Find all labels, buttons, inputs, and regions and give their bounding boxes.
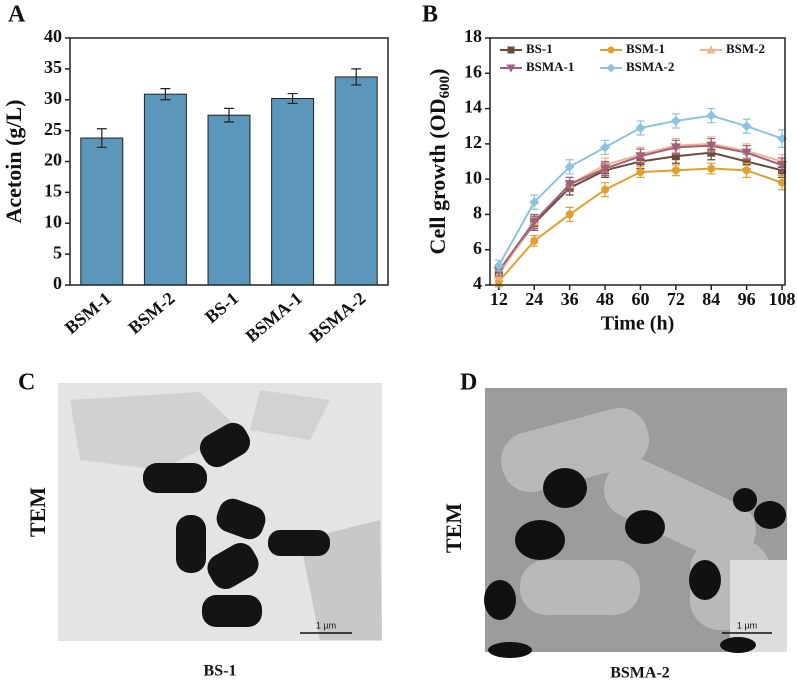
y-tick-label: 18	[464, 26, 482, 46]
error-bar	[160, 88, 171, 101]
series-line	[498, 167, 783, 283]
marker	[706, 110, 717, 121]
marker	[506, 64, 516, 73]
bar	[80, 137, 124, 286]
x-tick-label: BS-1	[201, 288, 242, 327]
tem-image-d	[484, 388, 787, 658]
plot-frame	[69, 37, 389, 286]
legend-label: BSM-1	[626, 41, 665, 56]
marker	[778, 178, 787, 187]
marker	[741, 121, 752, 132]
scale-bar-label: 1 µm	[316, 620, 336, 630]
y-tick-label: 30	[44, 88, 62, 108]
x-tick-label: 60	[631, 289, 649, 309]
y-tick-label: 40	[44, 26, 62, 46]
y-tick-label: 12	[464, 132, 482, 152]
caption: BSMA-2	[610, 665, 670, 682]
panel-label: C	[18, 370, 35, 396]
x-tick-label: 96	[738, 289, 756, 309]
marker	[601, 185, 610, 194]
y-tick-label: 8	[473, 203, 482, 223]
side-label: TEM	[25, 487, 50, 537]
marker	[565, 210, 574, 219]
marker	[530, 236, 539, 245]
marker	[635, 152, 646, 162]
marker	[741, 148, 752, 158]
y-tick-label: 10	[464, 167, 482, 187]
marker	[670, 143, 681, 153]
legend-label: BSMA-1	[526, 59, 574, 74]
y-tick-label: 6	[473, 238, 482, 258]
marker	[670, 115, 681, 126]
y-axis-title-part: )	[425, 69, 450, 76]
marker	[671, 166, 680, 175]
y-tick-label: 5	[53, 242, 62, 262]
y-axis-title-part: 600	[437, 76, 453, 99]
panel-label: B	[422, 2, 438, 28]
marker	[707, 164, 716, 173]
marker	[493, 260, 504, 271]
marker	[742, 166, 751, 175]
legend-label: BSM-2	[726, 41, 765, 56]
bar	[334, 76, 378, 286]
tem-image-c	[58, 383, 382, 641]
x-tick-label: 108	[769, 289, 796, 309]
error-bar	[351, 68, 362, 86]
marker	[529, 217, 540, 227]
marker	[564, 180, 575, 190]
y-tick-label: 25	[44, 119, 62, 139]
error-bar	[96, 128, 107, 148]
bar	[271, 98, 315, 286]
marker	[742, 157, 751, 166]
x-axis-title: Time (h)	[601, 313, 675, 335]
side-label: TEM	[441, 503, 466, 553]
panel-label: D	[460, 370, 477, 396]
y-tick-label: 16	[464, 61, 482, 81]
marker	[600, 164, 611, 174]
x-tick-label: BSMA-2	[305, 288, 369, 346]
x-tick-label: BSMA-1	[242, 288, 306, 346]
marker	[706, 45, 716, 54]
x-tick-label: 72	[667, 289, 685, 309]
marker	[529, 197, 540, 208]
x-tick-label: 84	[702, 289, 720, 309]
y-tick-label: 10	[44, 211, 62, 231]
y-axis-title: Acetoin (g/L)	[1, 99, 26, 223]
y-tick-label: 20	[44, 150, 62, 170]
marker	[636, 168, 645, 177]
bar	[207, 114, 251, 286]
y-tick-label: 35	[44, 57, 62, 77]
bar	[143, 93, 187, 286]
scale-bar-label: 1 µm	[737, 620, 757, 630]
marker	[671, 152, 680, 161]
y-tick-label: 15	[44, 181, 62, 201]
x-tick-label: BSM-1	[61, 288, 115, 338]
x-tick-label: 36	[561, 289, 579, 309]
marker	[600, 142, 611, 153]
x-tick-label: 24	[525, 289, 543, 309]
y-axis-title-part: Cell growth (OD	[425, 98, 450, 254]
panel-label: A	[8, 2, 26, 28]
y-axis-title: Cell growth (OD600)	[425, 69, 453, 255]
marker	[607, 46, 615, 54]
marker	[706, 141, 717, 151]
marker	[564, 161, 575, 172]
error-bar	[287, 92, 298, 105]
legend-label: BS-1	[526, 41, 553, 56]
marker	[507, 46, 515, 54]
y-tick-label: 4	[473, 273, 482, 293]
x-tick-label: 12	[490, 289, 508, 309]
error-bar	[224, 107, 234, 123]
x-tick-label: BSM-2	[124, 288, 178, 338]
plot-frame	[489, 37, 786, 286]
x-tick-label: 48	[596, 289, 614, 309]
series-line	[497, 114, 783, 267]
y-tick-label: 14	[464, 97, 482, 117]
legend-label: BSMA-2	[626, 59, 674, 74]
marker	[635, 122, 646, 133]
y-tick-label: 0	[53, 273, 62, 293]
marker	[606, 63, 616, 73]
caption: BS-1	[204, 663, 237, 680]
